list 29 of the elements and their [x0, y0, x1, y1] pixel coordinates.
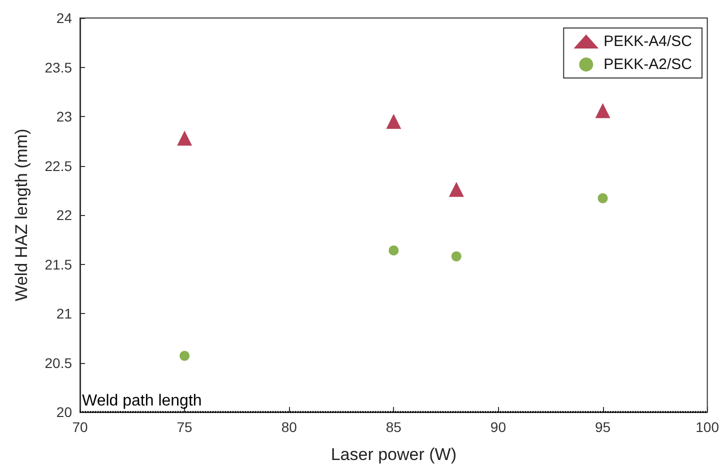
- x-tick-label: 75: [176, 419, 193, 435]
- y-tick-label: 21.5: [44, 256, 72, 272]
- x-tick-label: 80: [281, 419, 298, 435]
- y-tick-label: 20: [56, 404, 72, 420]
- x-tick-label: 85: [386, 419, 402, 435]
- x-tick-label: 70: [72, 419, 88, 435]
- x-axis-title: Laser power (W): [330, 445, 456, 464]
- point: [180, 350, 190, 361]
- y-tick-label: 23: [56, 108, 72, 124]
- point: [388, 245, 399, 256]
- point: [451, 251, 462, 262]
- point: [177, 130, 192, 146]
- ref-line-label: Weld path length: [82, 392, 202, 410]
- x-tick-label: 95: [594, 419, 611, 435]
- point: [595, 103, 610, 118]
- y-tick-label: 20.5: [44, 354, 72, 371]
- y-tick-label: 23.5: [44, 59, 72, 76]
- legend-label: PEKK-A2/SC: [604, 56, 692, 73]
- y-axis-title: Weld HAZ length (mm): [12, 128, 31, 302]
- x-tick-label: 100: [696, 419, 720, 435]
- x-tick-label: 90: [490, 419, 506, 435]
- legend-label: PEKK-A4/SC: [604, 33, 692, 50]
- y-tick-label: 24: [56, 10, 72, 26]
- y-tick-label: 21: [56, 306, 72, 322]
- point: [598, 193, 608, 204]
- y-tick-label: 22: [56, 207, 72, 223]
- point: [448, 182, 464, 197]
- y-tick-label: 22.5: [44, 158, 72, 174]
- point: [386, 114, 402, 129]
